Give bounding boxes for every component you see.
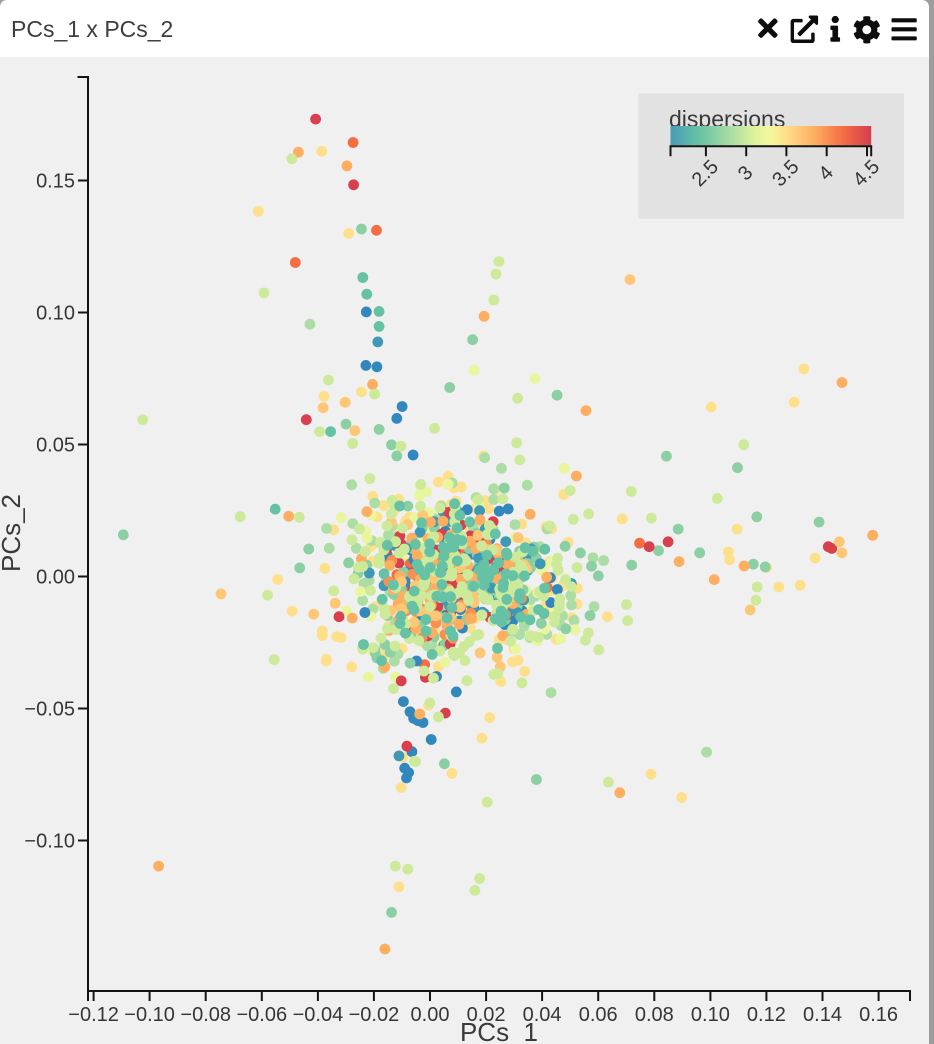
svg-text:0.05: 0.05 — [36, 435, 75, 457]
svg-text:−0.06: −0.06 — [236, 1004, 287, 1026]
svg-text:−0.08: −0.08 — [180, 1004, 231, 1026]
svg-text:−0.10: −0.10 — [24, 831, 75, 853]
svg-text:PCs_2: PCs_2 — [0, 494, 26, 572]
svg-text:−0.12: −0.12 — [68, 1004, 119, 1026]
svg-text:PCs_1: PCs_1 — [460, 1017, 538, 1044]
svg-text:0.00: 0.00 — [36, 567, 75, 589]
svg-text:PCs_1 x PCs_2: PCs_1 x PCs_2 — [11, 16, 173, 42]
svg-text:0.06: 0.06 — [579, 1004, 618, 1026]
svg-text:0.15: 0.15 — [36, 171, 75, 193]
svg-text:−0.02: −0.02 — [349, 1004, 400, 1026]
svg-text:−0.05: −0.05 — [24, 699, 75, 721]
svg-text:0.02: 0.02 — [467, 1004, 506, 1026]
svg-text:0.10: 0.10 — [36, 303, 75, 325]
svg-text:0.16: 0.16 — [859, 1004, 898, 1026]
svg-text:0.08: 0.08 — [635, 1004, 674, 1026]
svg-text:0.14: 0.14 — [803, 1004, 842, 1026]
svg-text:0.00: 0.00 — [411, 1004, 450, 1026]
svg-text:−0.04: −0.04 — [293, 1004, 344, 1026]
svg-text:0.12: 0.12 — [747, 1004, 786, 1026]
svg-text:−0.10: −0.10 — [124, 1004, 175, 1026]
svg-text:0.04: 0.04 — [523, 1004, 562, 1026]
svg-text:0.10: 0.10 — [691, 1004, 730, 1026]
